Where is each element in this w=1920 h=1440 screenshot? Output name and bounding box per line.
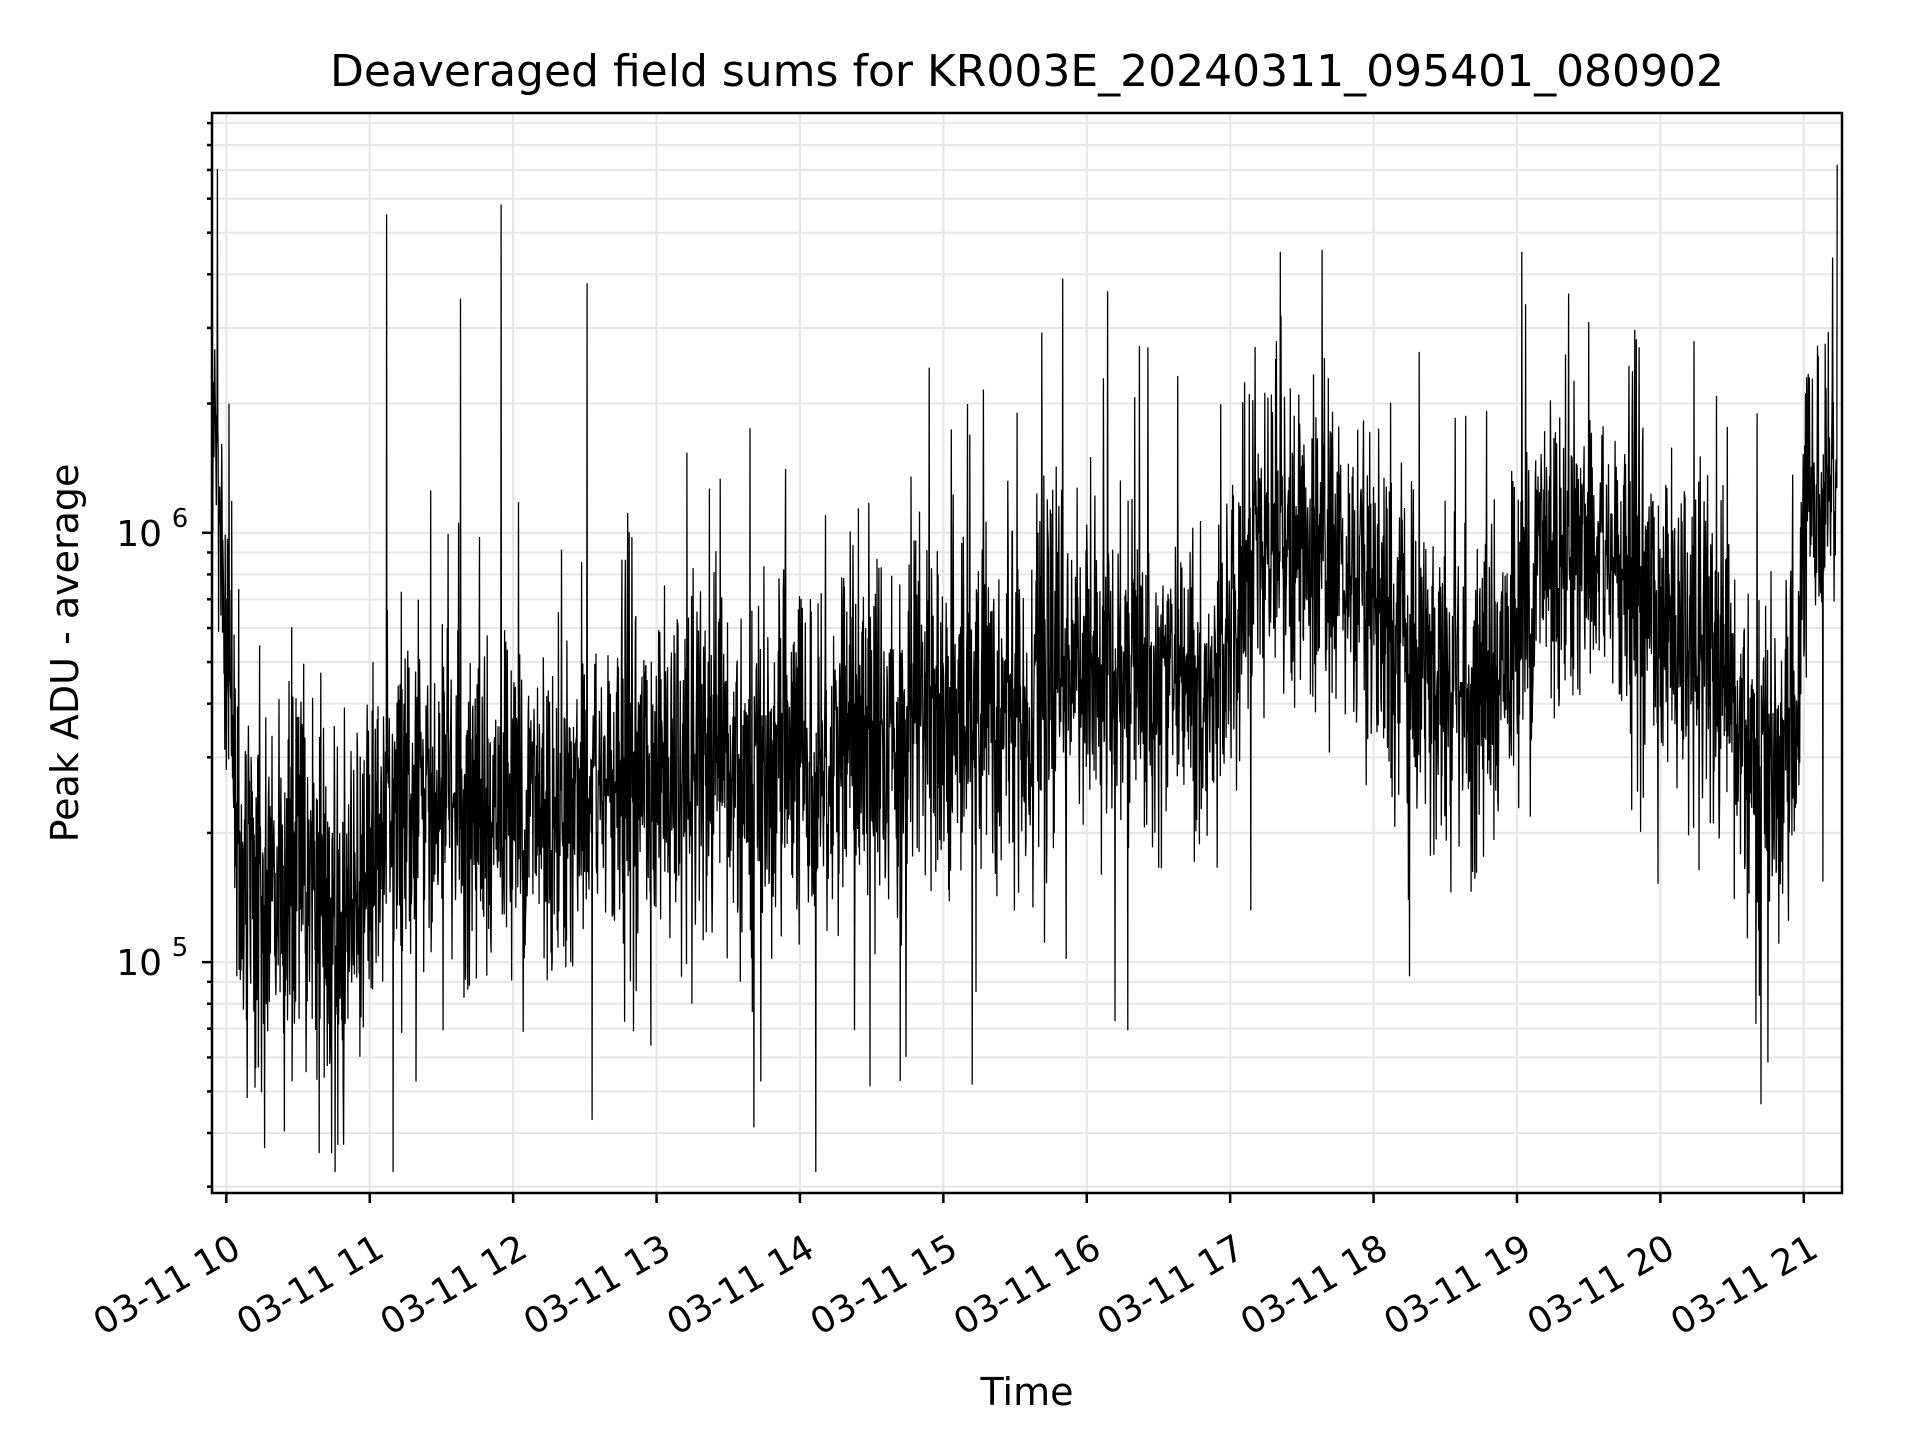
plot-frame <box>210 111 1844 1195</box>
x-axis-label: Time <box>980 1370 1074 1414</box>
x-tick-label: 03-11 16 <box>947 1227 1108 1343</box>
x-tick-label: 03-11 10 <box>87 1227 248 1343</box>
y-tick-label: 10 <box>116 943 162 984</box>
series-layer <box>211 164 1838 1173</box>
y-axis-label: Peak ADU - average <box>43 464 87 843</box>
x-tick-label: 03-11 19 <box>1377 1227 1538 1343</box>
x-tick-label: 03-11 11 <box>230 1227 391 1343</box>
x-tick-label: 03-11 18 <box>1234 1227 1395 1343</box>
y-axis: 10 5 10 6 <box>116 121 212 1188</box>
y-tick-exponent: 6 <box>172 504 189 534</box>
x-tick-label: 03-11 14 <box>660 1227 821 1343</box>
x-tick-label: 03-11 20 <box>1521 1227 1682 1343</box>
y-tick-exponent: 5 <box>172 933 189 963</box>
series-line <box>211 164 1838 1173</box>
y-tick-label: 10 <box>116 514 162 555</box>
x-tick-label: 03-11 15 <box>804 1227 965 1343</box>
x-tick-label: 03-11 13 <box>517 1227 678 1343</box>
x-tick-label: 03-11 12 <box>374 1227 535 1343</box>
chart-title: Deaveraged field sums for KR003E_2024031… <box>330 46 1724 97</box>
x-tick-label: 03-11 17 <box>1091 1227 1252 1343</box>
x-tick-label: 03-11 21 <box>1664 1227 1825 1343</box>
